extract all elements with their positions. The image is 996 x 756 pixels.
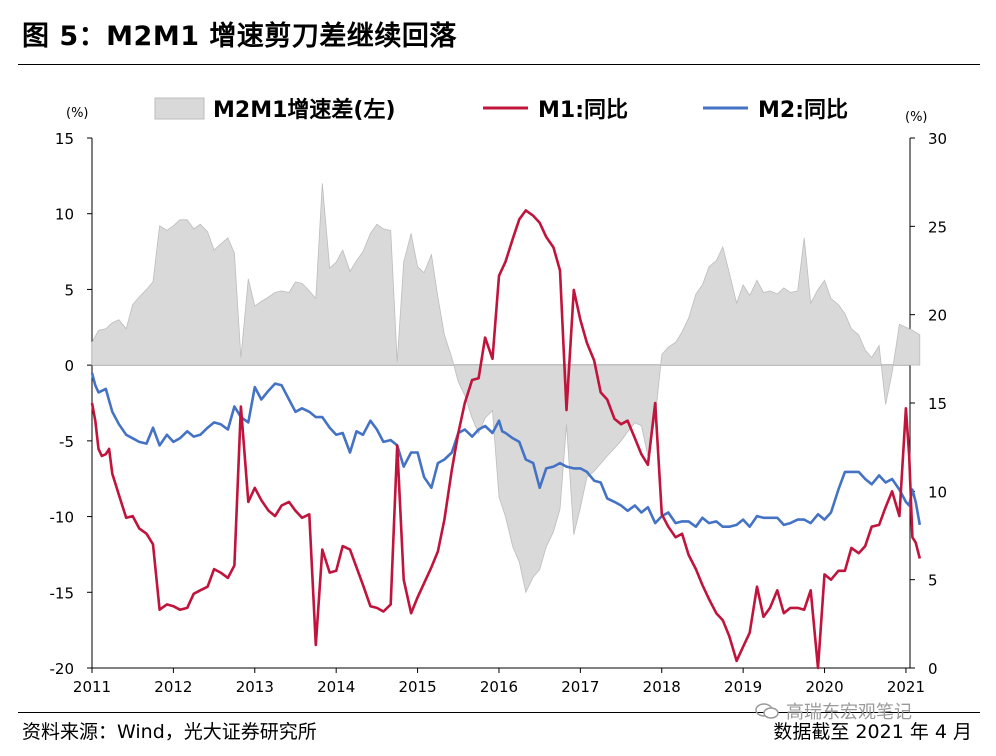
x-tick-label: 2015 bbox=[398, 678, 436, 696]
watermark-text: 高瑞东宏观笔记 bbox=[786, 702, 912, 723]
right-tick-label: 0 bbox=[928, 660, 938, 678]
left-axis-unit: (%) bbox=[66, 106, 89, 121]
data-cutoff-note: 数据截至 2021 年 4 月 bbox=[773, 721, 972, 743]
wechat-icon bbox=[755, 703, 779, 719]
left-tick-label: -20 bbox=[50, 660, 75, 678]
legend-label-m2: M2:同比 bbox=[758, 98, 848, 123]
x-tick-label: 2019 bbox=[724, 678, 762, 696]
right-tick-label: 25 bbox=[928, 218, 947, 236]
legend-label-m1: M1:同比 bbox=[538, 98, 628, 123]
x-tick-label: 2021 bbox=[887, 678, 925, 696]
x-tick-label: 2020 bbox=[805, 678, 843, 696]
chart-title: 图 5：M2M1 增速剪刀差继续回落 bbox=[22, 21, 457, 52]
left-tick-label: -15 bbox=[50, 584, 75, 602]
watermark: 高瑞东宏观笔记 bbox=[754, 698, 912, 724]
spread-area-group bbox=[91, 183, 921, 594]
x-tick-label: 2017 bbox=[561, 678, 599, 696]
series-lines-group bbox=[90, 209, 922, 670]
title-rule bbox=[18, 64, 980, 65]
m1-line bbox=[90, 209, 922, 670]
x-tick-label: 2013 bbox=[236, 678, 274, 696]
source-note: 资料来源：Wind，光大证券研究所 bbox=[22, 721, 317, 743]
right-tick-label: 30 bbox=[928, 130, 947, 148]
x-tick-label: 2012 bbox=[154, 678, 192, 696]
x-tick-label: 2014 bbox=[317, 678, 355, 696]
right-tick-label: 10 bbox=[928, 483, 947, 501]
x-tick-label: 2016 bbox=[480, 678, 518, 696]
right-tick-label: 5 bbox=[928, 572, 938, 590]
m2-line bbox=[90, 372, 922, 528]
spread-area bbox=[91, 183, 921, 594]
left-tick-label: 10 bbox=[55, 206, 74, 224]
chart-canvas: -20 -15 -10 -5 0 5 10 15 0 5 10 15 20 25 30 2011 2012 201… bbox=[50, 97, 948, 696]
left-tick-label: 0 bbox=[64, 357, 74, 375]
right-axis-unit: (%) bbox=[905, 110, 928, 125]
left-tick-label: 5 bbox=[64, 281, 74, 299]
tick-labels-group: -20 -15 -10 -5 0 5 10 15 0 5 10 15 20 25 30 2011 2012 201… bbox=[50, 106, 948, 696]
footer-rule bbox=[18, 712, 980, 713]
legend-label-spread: M2M1增速差(左) bbox=[213, 97, 396, 123]
legend: M2M1增速差(左) M1:同比 M2:同比 bbox=[154, 97, 848, 123]
x-tick-label: 2018 bbox=[643, 678, 681, 696]
left-tick-label: -10 bbox=[50, 509, 75, 527]
legend-swatch-spread bbox=[154, 97, 205, 120]
left-tick-label: 15 bbox=[55, 130, 74, 148]
left-tick-label: -5 bbox=[59, 433, 74, 451]
right-tick-label: 15 bbox=[928, 395, 947, 413]
right-tick-label: 20 bbox=[928, 307, 947, 325]
x-tick-label: 2011 bbox=[73, 678, 111, 696]
